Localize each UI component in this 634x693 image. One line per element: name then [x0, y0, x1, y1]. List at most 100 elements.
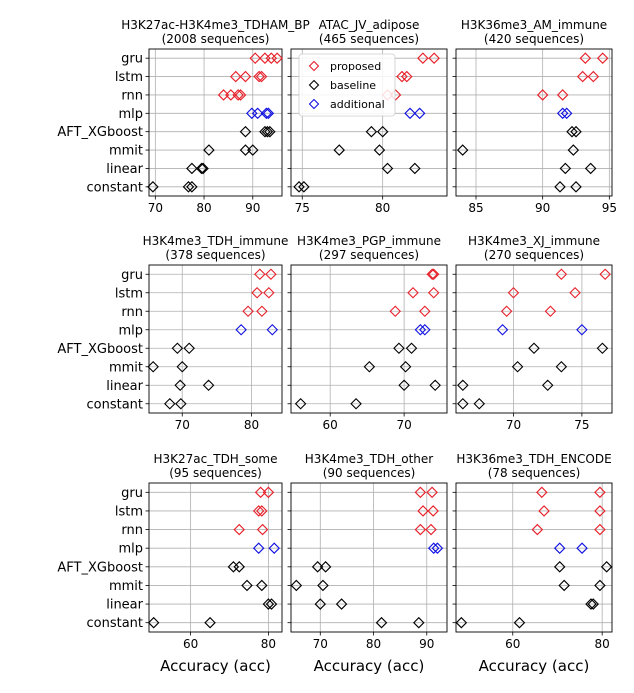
- panel-7-point-constant-2: [204, 616, 216, 629]
- panel-1-ylabel-rnn: rnn: [121, 88, 143, 103]
- panel-6-point-mlp-1: [496, 323, 509, 336]
- panel-7-frame: [148, 482, 283, 633]
- panel-5-point-AFT_XGboost-1: [393, 342, 405, 355]
- panel-9-frame: [455, 482, 613, 633]
- panel-9-point-linear-1: [585, 598, 597, 610]
- panel-2-point-constant-1: [293, 181, 305, 193]
- panel-3-point-rnn-1: [536, 89, 549, 101]
- panel-9-point-gru-2: [594, 486, 606, 499]
- panel-2-title: ATAC_JV_adipose: [319, 18, 420, 32]
- panel-3-point-lstm-1: [576, 70, 589, 83]
- panel-8-point-constant-2: [413, 616, 425, 629]
- panel-8-point-linear-1: [314, 598, 327, 610]
- panel-1-point-lstm-2: [239, 70, 252, 83]
- panel-8-title: H3K4me3_TDH_other: [305, 452, 433, 466]
- panel-1-ylabel-mlp: mlp: [118, 107, 143, 122]
- panel-9-point-mmit-2: [594, 579, 606, 592]
- panel-9-subtitle: (78 sequences): [488, 466, 581, 480]
- panel-5-point-rnn-1: [389, 305, 402, 318]
- panel-7-point-AFT_XGboost-1: [227, 561, 240, 573]
- panel-1-point-lstm-4: [255, 70, 268, 83]
- panel-4-point-constant-2: [175, 397, 187, 410]
- panel-5-point-gru-1: [426, 268, 438, 281]
- panel-9-xticklabel-60: 60: [505, 637, 520, 651]
- legend-box: [298, 53, 396, 117]
- panel-7-ylabel-linear: linear: [106, 598, 143, 613]
- panel-4-point-AFT_XGboost-2: [183, 342, 195, 355]
- panel-3-point-lstm-2: [587, 70, 600, 83]
- panel-3-point-linear-2: [584, 162, 597, 175]
- panel-5-point-mmit-2: [399, 360, 412, 373]
- panel-1-point-mmit-1: [203, 144, 215, 156]
- panel-1-point-AFT_XGboost-1: [239, 125, 252, 138]
- panel-8-point-mlp-1: [427, 542, 440, 554]
- panel-7-xticklabel-60: 60: [183, 637, 198, 651]
- panel-6-point-rnn-1: [500, 305, 513, 318]
- panel-5-point-gru-2: [427, 268, 440, 281]
- panel-6-point-lstm-1: [507, 286, 520, 299]
- panel-5-point-mlp-2: [419, 323, 431, 336]
- panel-6-point-constant-1: [457, 397, 469, 410]
- panel-1-ylabel-linear: linear: [106, 162, 143, 177]
- panel-6-point-mmit-1: [511, 360, 524, 373]
- panel-1-ylabel-mmit: mmit: [109, 144, 143, 159]
- panel-4-point-AFT_XGboost-1: [171, 342, 184, 355]
- panel-6-point-linear-1: [457, 379, 469, 392]
- panel-1-point-mlp-1: [246, 107, 258, 120]
- panel-8-point-constant-1: [375, 616, 388, 629]
- panel-5-frame: [290, 264, 448, 414]
- panel-9-point-lstm-1: [538, 505, 550, 517]
- panel-9-point-rnn-1: [531, 523, 544, 536]
- panel-7-point-AFT_XGboost-2: [233, 561, 246, 573]
- panel-4-xticklabel-70: 70: [175, 418, 190, 432]
- panel-3-point-constant-1: [554, 181, 566, 193]
- panel-4-subtitle: (378 sequences): [165, 248, 265, 262]
- panel-9-point-AFT_XGboost-1: [553, 561, 566, 573]
- panel-8-point-linear-2: [335, 598, 348, 610]
- panel-9-point-gru-1: [536, 486, 548, 499]
- panel-2-point-linear-1: [381, 162, 394, 175]
- panel-1-point-gru-1: [249, 52, 261, 64]
- panel-4-point-gru-1: [254, 268, 266, 281]
- panel-5-point-lstm-2: [427, 286, 440, 299]
- panel-7-point-constant-1: [147, 616, 160, 629]
- panel-5-point-mmit-1: [363, 360, 376, 373]
- panel-5-subtitle: (297 sequences): [319, 248, 419, 262]
- panel-7-point-mlp-1: [252, 542, 265, 554]
- panel-8-point-AFT_XGboost-2: [319, 561, 332, 573]
- panel-2-point-AFT_XGboost-1: [365, 125, 378, 138]
- panel-3-xticklabel-95: 95: [602, 201, 617, 215]
- panel-1-xticklabel-90: 90: [245, 201, 260, 215]
- panel-3-point-mlp-1: [556, 107, 569, 120]
- panel-1-point-constant-2: [182, 181, 195, 193]
- panel-8-xticklabel-70: 70: [313, 637, 328, 651]
- panel-7-ylabel-mlp: mlp: [118, 542, 143, 557]
- panel-4-point-mlp-2: [266, 323, 279, 336]
- panel-2-point-gru-2: [428, 52, 440, 64]
- panel-1-point-rnn-3: [232, 89, 244, 101]
- panel-4-title: H3K4me3_TDH_immune: [143, 234, 289, 248]
- panel-4-ylabel-lstm: lstm: [115, 286, 143, 301]
- xaxis-label-3: Accuracy (acc): [479, 657, 590, 675]
- panel-4-ylabel-mmit: mmit: [109, 360, 143, 375]
- panel-8-point-rnn-2: [425, 523, 437, 536]
- panel-7-point-gru-1: [254, 486, 267, 499]
- panel-2-frame: [290, 48, 448, 197]
- panel-1-point-constant-3: [186, 181, 198, 193]
- legend-label-baseline: baseline: [330, 79, 376, 92]
- panel-6-point-rnn-2: [544, 305, 557, 318]
- panel-4-point-gru-2: [265, 268, 277, 281]
- panel-5-point-linear-2: [429, 379, 441, 392]
- panel-6-point-AFT_XGboost-1: [528, 342, 540, 355]
- panel-4-ylabel-gru: gru: [121, 268, 143, 283]
- panel-2-point-mlp-1: [404, 107, 416, 120]
- panel-9-point-mlp-1: [553, 542, 566, 554]
- panel-6-point-linear-2: [541, 379, 554, 392]
- panel-9-point-AFT_XGboost-2: [600, 561, 613, 573]
- panel-7-point-gru-2: [262, 486, 275, 499]
- panel-7-title: H3K27ac_TDH_some: [153, 452, 277, 466]
- xaxis-label-2: Accuracy (acc): [314, 657, 425, 675]
- panel-4-ylabel-constant: constant: [86, 397, 143, 412]
- panel-7-point-rnn-2: [256, 523, 269, 536]
